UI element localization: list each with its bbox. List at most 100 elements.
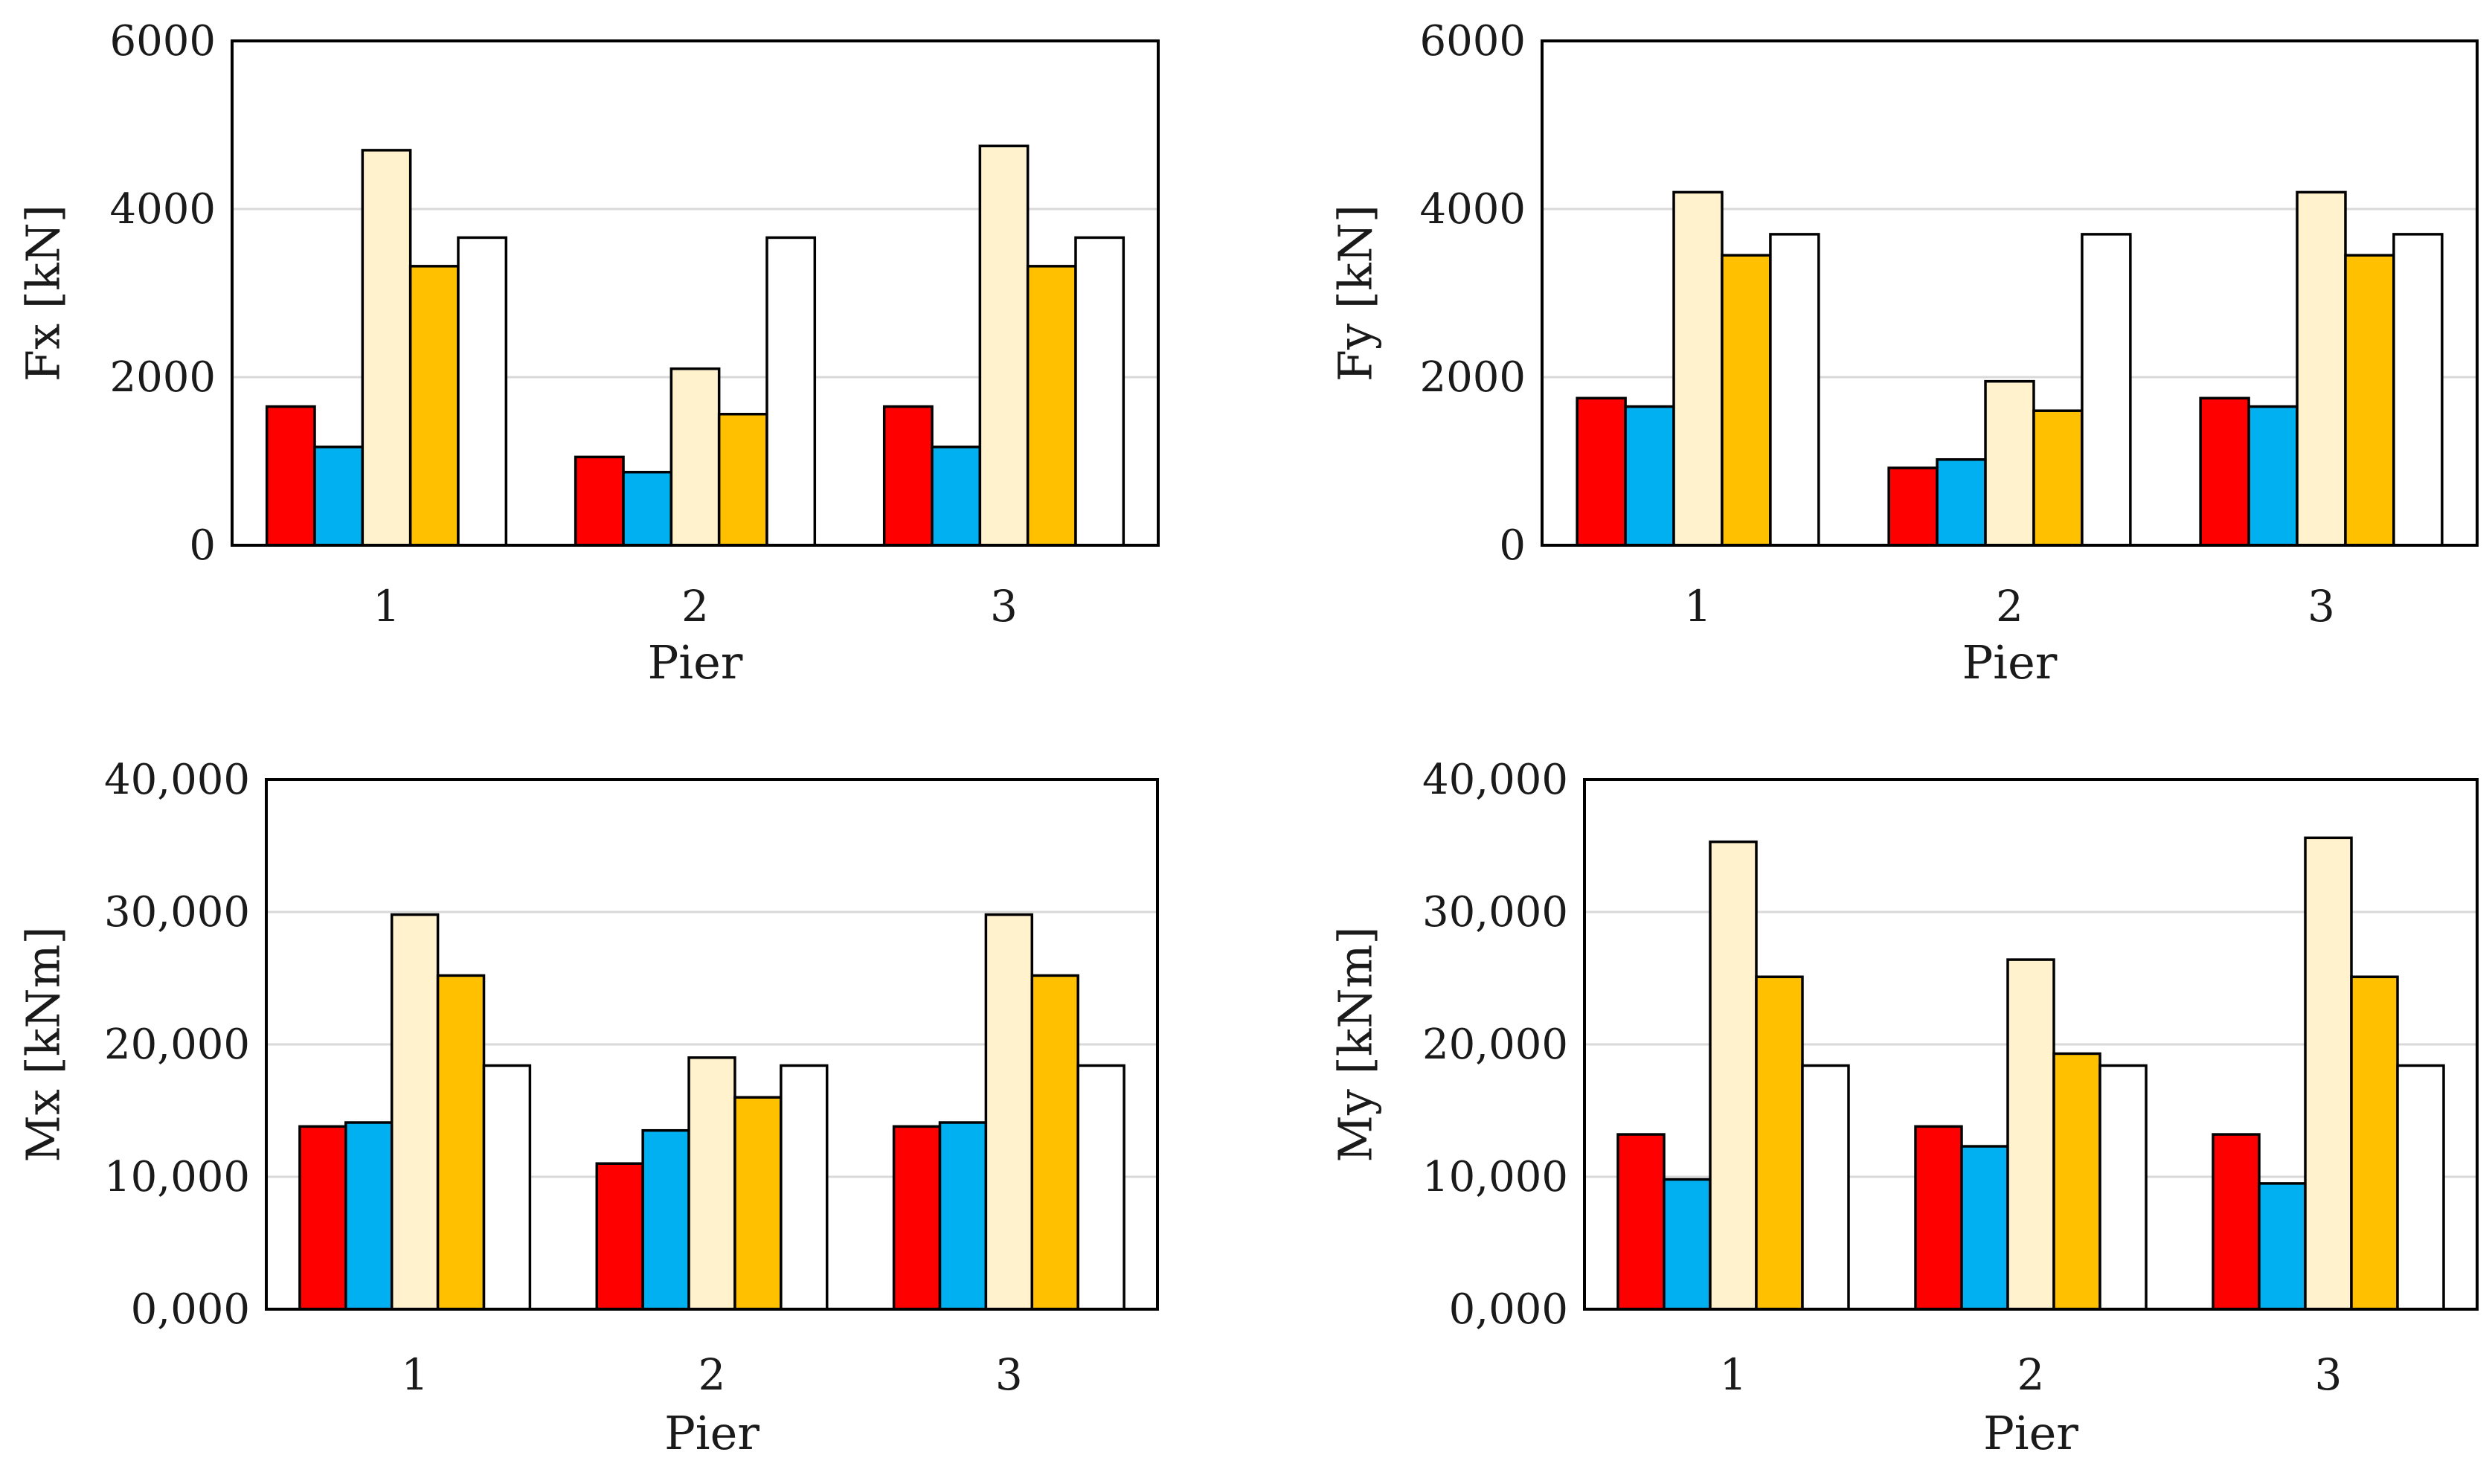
chart-fy: 0 2000 4000 6000 1 2 3 Pier Fy [kN] [1329,17,2479,690]
bar-series-2-pier-3 [931,446,982,547]
y-tick-label: 40,000 [1422,756,1568,804]
x-category-label: 2 [699,1349,726,1400]
y-tick-label: 0 [1499,521,1526,570]
plot-border [231,39,1160,547]
bar-series-4-pier-3 [1026,265,1077,547]
bar-series-2-pier-1 [313,446,365,547]
bar-series-1-pier-1 [1576,396,1627,547]
plot-border [265,778,1159,1311]
bar-series-5-pier-2 [765,236,817,547]
bar-series-1-pier-2 [574,455,625,547]
y-axis-label: My [kNm] [1329,926,1383,1162]
y-tick-label: 0,000 [131,1285,250,1334]
y-tick-label: 6000 [1419,17,1526,65]
bar-series-2-pier-3 [2247,405,2299,547]
x-category-label: 3 [2315,1349,2342,1400]
bar-series-3-pier-2 [1984,379,2035,547]
y-tick-label: 20,000 [1422,1021,1568,1069]
bar-series-5-pier-2 [2081,233,2132,547]
y-tick-label: 40,000 [104,756,250,804]
bar-series-4-pier-1 [408,265,460,547]
bar-series-2-pier-2 [622,470,673,547]
bar-series-3-pier-3 [984,913,1034,1311]
bar-series-5-pier-3 [1074,236,1125,547]
x-category-label: 1 [1684,581,1712,632]
x-category-label: 3 [995,1349,1023,1400]
bar-series-4-pier-3 [2344,254,2395,547]
bar-series-1-pier-3 [2199,396,2250,547]
chart-fx: 0 2000 4000 6000 1 2 3 Pier Fx [kN] [16,17,1160,690]
bar-series-2-pier-3 [2258,1182,2307,1311]
y-tick-label: 0,000 [1449,1285,1568,1334]
y-tick-label: 4000 [109,185,216,234]
y-tick-label: 4000 [1419,185,1526,234]
bar-series-4-pier-1 [1721,254,1772,547]
y-axis-label: Mx [kNm] [16,926,71,1162]
bar-series-3-pier-1 [1672,190,1724,547]
x-category-label: 2 [681,581,709,632]
x-category-label: 1 [1720,1349,1747,1400]
plot-border [1583,778,2479,1311]
bar-series-4-pier-2 [717,412,768,547]
bar-series-3-pier-2 [687,1056,736,1311]
y-tick-label: 20,000 [104,1021,250,1069]
y-tick-label: 10,000 [104,1153,250,1201]
x-category-label: 2 [1996,581,2023,632]
bar-series-1-pier-2 [1887,466,1939,547]
x-category-label: 2 [2017,1349,2045,1400]
bar-series-3-pier-1 [1709,840,1758,1311]
y-tick-label: 0 [189,521,216,570]
bar-series-4-pier-1 [436,974,486,1311]
bar-series-2-pier-1 [1663,1178,1712,1311]
bar-series-1-pier-2 [1914,1125,1963,1311]
bar-series-3-pier-2 [669,367,721,547]
bar-series-5-pier-3 [2392,233,2444,547]
bar-series-1-pier-3 [892,1125,942,1311]
y-axis-label: Fx [kN] [16,205,71,382]
chart-mx: 0,000 10,000 20,000 30,000 40,000 1 2 3 Pier Mx [… [16,756,1159,1460]
bar-series-5-pier-2 [2098,1064,2148,1311]
x-axis-label: Pier [1962,635,2058,690]
bar-series-2-pier-2 [641,1128,690,1311]
y-tick-label: 2000 [1419,353,1526,402]
y-tick-label: 30,000 [104,888,250,937]
x-axis-label: Pier [1983,1406,2078,1460]
bar-series-5-pier-1 [457,236,508,547]
bar-series-5-pier-1 [482,1064,532,1311]
x-axis-label: Pier [664,1406,760,1460]
bar-series-1-pier-1 [298,1125,347,1311]
bar-series-5-pier-3 [2396,1064,2445,1311]
bar-series-2-pier-1 [344,1121,394,1311]
bar-series-4-pier-3 [2350,975,2399,1311]
bar-series-3-pier-3 [978,144,1030,547]
x-category-label: 3 [990,581,1018,632]
x-category-label: 1 [401,1349,428,1400]
plot-border [1541,39,2479,547]
y-tick-label: 6000 [109,17,216,65]
bar-series-5-pier-2 [780,1064,829,1311]
bar-series-2-pier-2 [1936,457,1987,547]
bar-series-2-pier-1 [1624,405,1675,547]
y-axis-label: Fy [kN] [1329,205,1383,382]
bar-series-3-pier-3 [2296,190,2347,547]
bar-series-1-pier-2 [595,1162,644,1311]
bar-series-4-pier-2 [733,1096,783,1311]
bar-series-1-pier-1 [265,405,316,547]
y-tick-label: 30,000 [1422,888,1568,937]
chart-my: 0,000 10,000 20,000 30,000 40,000 1 2 3 Pier My [… [1329,756,2479,1460]
bar-series-4-pier-2 [2032,409,2084,547]
bar-series-5-pier-1 [1769,233,1820,547]
bar-series-5-pier-3 [1076,1064,1125,1311]
bar-series-1-pier-3 [882,405,934,547]
x-category-label: 3 [2308,581,2335,632]
bar-series-4-pier-2 [2052,1052,2101,1311]
bar-series-3-pier-1 [390,913,440,1311]
bar-series-5-pier-1 [1801,1064,1850,1311]
bar-series-3-pier-1 [361,149,412,547]
bar-series-3-pier-3 [2304,836,2353,1311]
bar-series-4-pier-1 [1755,975,1804,1311]
bar-series-3-pier-2 [2006,958,2055,1311]
y-tick-label: 2000 [109,353,216,402]
bar-series-2-pier-2 [1960,1145,2009,1311]
